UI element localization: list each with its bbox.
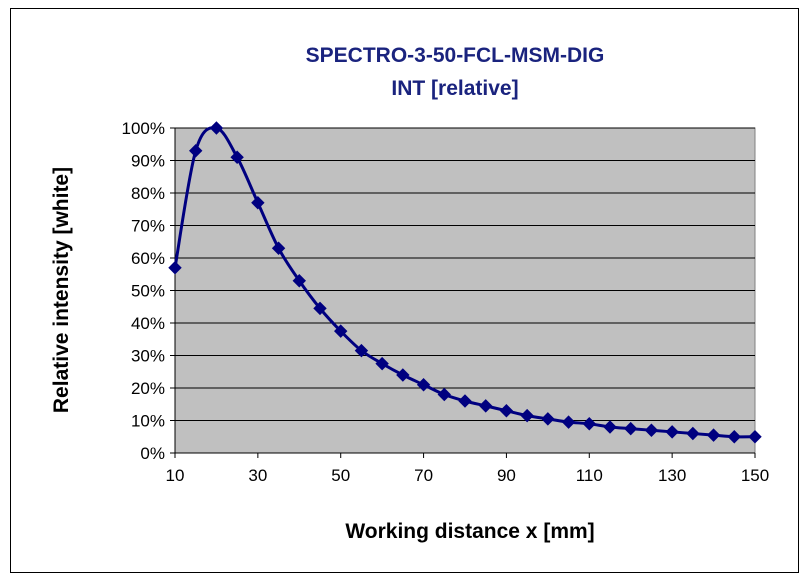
x-tick-label: 30 [248, 466, 267, 485]
y-tick-label: 20% [131, 379, 165, 398]
y-tick-label: 50% [131, 282, 165, 301]
x-tick-label: 130 [658, 466, 686, 485]
x-tick-label: 10 [166, 466, 185, 485]
data-point-marker [271, 241, 286, 255]
y-tick-label: 40% [131, 314, 165, 333]
data-point-marker [561, 415, 576, 429]
x-tick-label: 90 [497, 466, 516, 485]
data-point-marker [437, 387, 451, 402]
data-point-marker [748, 430, 762, 444]
data-point-marker [189, 144, 203, 158]
y-tick-label: 60% [131, 249, 165, 268]
data-point-marker [520, 408, 534, 423]
x-axis-label: Working distance x [mm] [345, 520, 594, 543]
data-point-marker [168, 261, 182, 275]
y-tick-labels: 0% 10% 20% 30% 40% 50% 60% 70% 80% 90% 100% [122, 119, 165, 463]
data-point-marker [706, 428, 721, 442]
axes [170, 127, 756, 458]
data-point-marker [458, 394, 472, 408]
data-point-marker [354, 343, 369, 358]
data-point-marker [416, 378, 431, 392]
y-tick-label: 70% [131, 217, 165, 236]
x-tick-label: 110 [576, 466, 603, 485]
y-tick-label: 0% [140, 444, 165, 463]
y-tick-label: 30% [131, 347, 165, 366]
data-point-marker [686, 426, 700, 441]
series-markers [168, 121, 762, 444]
data-point-marker [624, 421, 638, 436]
x-tick-label: 50 [331, 466, 350, 485]
x-tick-label: 150 [741, 466, 769, 485]
data-point-marker [582, 417, 596, 431]
chart-title-line-2: INT [relative] [391, 77, 518, 100]
data-point-marker [541, 412, 555, 426]
data-point-marker [499, 404, 514, 418]
y-tick-label: 90% [131, 152, 165, 171]
data-point-marker [396, 368, 410, 382]
data-point-marker [230, 150, 244, 164]
data-point-marker [603, 420, 617, 434]
data-point-marker [251, 196, 265, 210]
data-point-marker [292, 274, 306, 288]
data-point-marker [479, 399, 493, 413]
y-tick-label: 80% [131, 184, 165, 203]
data-point-marker [727, 430, 741, 444]
data-point-marker [209, 121, 224, 135]
y-axis-label: Relative intensity [white] [50, 167, 73, 413]
data-point-marker [665, 425, 679, 439]
data-point-marker [313, 301, 327, 316]
x-tick-labels: 10 30 50 70 90 110 130 150 [166, 466, 770, 485]
grid-lines [175, 127, 755, 421]
data-point-marker [644, 423, 659, 437]
y-tick-label: 100% [122, 119, 165, 138]
data-point-marker [375, 356, 389, 371]
data-point-marker [334, 324, 348, 338]
y-tick-label: 10% [131, 412, 165, 431]
chart-title-line-1: SPECTRO-3-50-FCL-MSM-DIG [306, 44, 605, 67]
x-tick-label: 70 [414, 466, 433, 485]
